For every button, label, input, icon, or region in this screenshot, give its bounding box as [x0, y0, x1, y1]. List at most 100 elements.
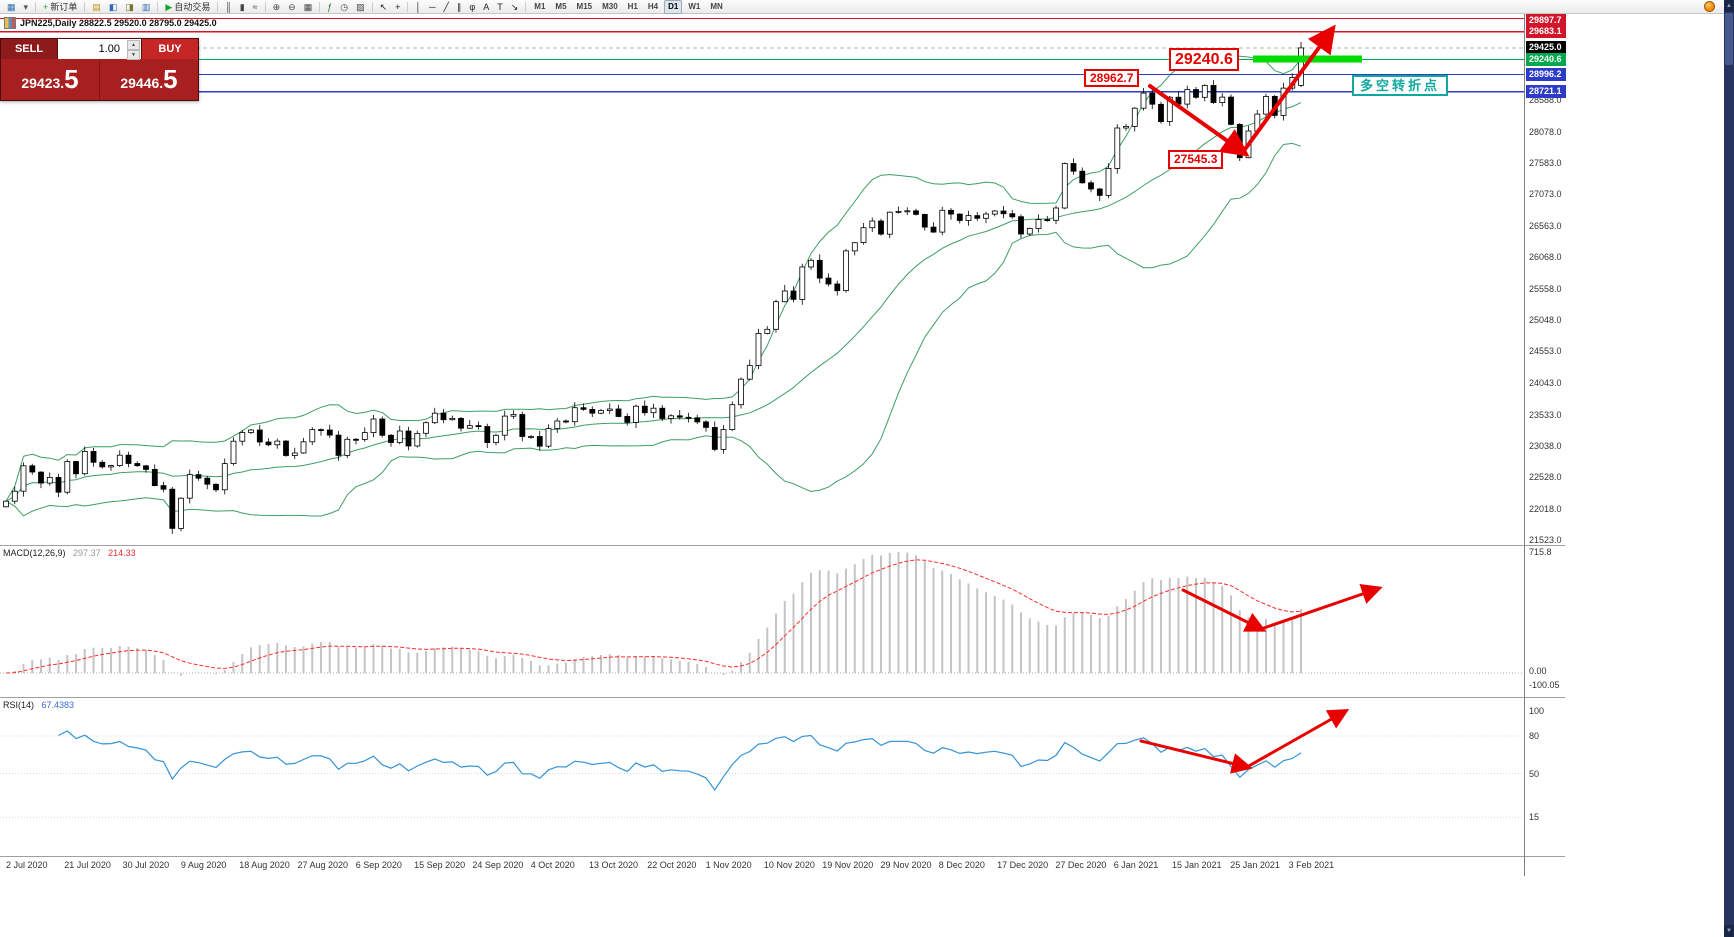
macd-main-value: 297.37 — [73, 548, 101, 558]
tile-windows-button[interactable]: ▦ — [301, 0, 316, 14]
date-label: 29 Nov 2020 — [880, 860, 932, 870]
sell-price-main: 29423. — [21, 75, 65, 91]
lot-size-input[interactable] — [58, 40, 122, 58]
timeframe-mn-button[interactable]: MN — [710, 2, 723, 11]
auto-trading-button[interactable]: ▶ 自动交易 — [162, 0, 213, 14]
price-axis[interactable]: 28588.0 28078.0 27583.0 27073.0 26563.0 26068… — [1524, 14, 1566, 876]
toolbar-separator — [217, 1, 219, 12]
price-annotation-28962[interactable]: 28962.7 — [1084, 69, 1140, 87]
panel-separator — [0, 856, 1565, 857]
chart-canvas[interactable] — [0, 0, 1524, 876]
date-label: 27 Dec 2020 — [1055, 860, 1107, 870]
rsi-scale-label: 50 — [1529, 768, 1540, 779]
price-tick-label: 22018.0 — [1529, 504, 1562, 515]
scroll-up-arrow[interactable]: ▲ — [1724, 0, 1734, 12]
horizontal-level-lines[interactable] — [0, 17, 1524, 93]
zoom-in-button[interactable]: ⊕ — [270, 0, 284, 14]
price-tick-label: 26563.0 — [1529, 221, 1562, 232]
cursor-icon: ↖ — [379, 1, 388, 12]
scroll-down-arrow[interactable]: ▼ — [1724, 925, 1734, 937]
price-tick-label: 24043.0 — [1529, 378, 1562, 389]
indicators-icon: ƒ — [327, 1, 333, 12]
time-axis[interactable]: 2 Jul 2020 21 Jul 2020 30 Jul 2020 9 Aug 20… — [0, 858, 1565, 876]
crosshair-button[interactable]: + — [392, 0, 403, 14]
profiles-button[interactable]: ▾ — [21, 0, 32, 14]
date-label: 9 Aug 2020 — [180, 860, 227, 870]
lot-increase-button[interactable]: ▲ — [127, 40, 140, 50]
panel-separator[interactable] — [0, 697, 1565, 698]
current-price-tag: 29425.0 — [1526, 41, 1566, 55]
new-order-button-label: 新订单 — [50, 2, 78, 12]
price-annotation-29240[interactable]: 29240.6 — [1169, 48, 1239, 71]
vertical-scrollbar[interactable]: ▲ ▼ — [1724, 0, 1734, 937]
toolbar-separator — [319, 1, 321, 12]
cursor-button[interactable]: ↖ — [377, 0, 391, 14]
timeframe-m1-button[interactable]: M1 — [534, 2, 546, 11]
timeframe-d1-button[interactable]: D1 — [664, 0, 683, 14]
rsi-scale-label: 80 — [1529, 731, 1540, 741]
text-button[interactable]: A — [480, 0, 492, 14]
date-label: 13 Oct 2020 — [589, 860, 639, 870]
zoom-out-button[interactable]: ⊖ — [285, 0, 299, 14]
new-chart-button[interactable]: ▦ — [4, 0, 19, 14]
price-tick-label: 23533.0 — [1529, 409, 1562, 420]
toolbar-separator — [371, 1, 373, 12]
trend-arrows[interactable] — [1139, 24, 1383, 774]
timeframe-h4-button[interactable]: H4 — [647, 2, 659, 11]
macd-indicator-label: MACD(12,26,9) 297.37 214.33 — [3, 548, 136, 558]
fibonacci-button[interactable]: φ — [466, 0, 478, 14]
connection-status-icon — [1704, 1, 1715, 12]
toolbar-separator — [525, 1, 527, 12]
data-window-button[interactable]: ◧ — [106, 0, 121, 14]
price-tick-label: 28588.0 — [1529, 95, 1562, 105]
timeframe-m5-button[interactable]: M5 — [555, 2, 567, 11]
rsi-value: 67.4383 — [41, 700, 75, 710]
tile-windows-icon: ▦ — [303, 1, 313, 12]
templates-button[interactable]: ▨ — [353, 0, 368, 14]
main-toolbar: ▦ ▾ + 新订单 ▤ ◧ ◨ ▥ ▶ 自动交易 ║ ▮ ≈ ⊕ ⊖ ▦ ƒ ◷ ▨ ↖ + │ ─ ╱ ∥ φ A T ↘ M1 M5 M1… — [0, 0, 1734, 14]
date-label: 2 Jul 2020 — [6, 860, 48, 870]
rsi-name: RSI(14) — [3, 700, 35, 710]
lot-decrease-button[interactable]: ▼ — [127, 50, 140, 60]
buy-button[interactable]: BUY — [142, 39, 198, 59]
macd-graphics — [5, 552, 1302, 676]
candlestick-chart-button[interactable]: ▮ — [237, 0, 248, 14]
buy-price-display[interactable]: 29446. 5 — [100, 59, 198, 100]
chart-title: JPN225,Daily 28822.5 29520.0 28795.0 294… — [20, 18, 217, 28]
vertical-line-button[interactable]: │ — [412, 0, 424, 14]
timeframe-m15-button[interactable]: M15 — [576, 2, 593, 11]
price-annotation-27545[interactable]: 27545.3 — [1168, 150, 1224, 169]
date-label: 17 Dec 2020 — [997, 860, 1049, 870]
line-chart-button[interactable]: ≈ — [250, 0, 261, 14]
timeframe-m30-button[interactable]: M30 — [602, 2, 618, 11]
label-button[interactable]: T — [494, 0, 506, 14]
date-label: 15 Jan 2021 — [1172, 860, 1222, 870]
scrollbar-thumb[interactable] — [1725, 13, 1733, 65]
navigator-button[interactable]: ◨ — [122, 0, 137, 14]
terminal-button[interactable]: ▥ — [139, 0, 154, 14]
turning-point-label[interactable]: 多空转折点 — [1352, 75, 1449, 96]
new-order-button[interactable]: + 新订单 — [40, 0, 80, 14]
sell-price-display[interactable]: 29423. 5 — [1, 59, 100, 100]
panel-separator[interactable] — [0, 545, 1565, 546]
date-label: 1 Nov 2020 — [705, 860, 752, 870]
macd-scale-label: 715.8 — [1529, 547, 1552, 557]
market-watch-button[interactable]: ▤ — [89, 0, 104, 14]
timeframe-h1-button[interactable]: H1 — [627, 2, 638, 11]
terminal-icon: ▥ — [141, 1, 151, 12]
toolbar-separator — [84, 1, 86, 12]
channel-button[interactable]: ∥ — [454, 0, 465, 14]
sell-button[interactable]: SELL — [1, 39, 57, 59]
indicators-button[interactable]: ƒ — [324, 0, 335, 14]
arrows-tool-button[interactable]: ↘ — [508, 0, 522, 14]
trendline-button[interactable]: ╱ — [440, 0, 451, 14]
rsi-scale-label: 100 — [1529, 706, 1545, 716]
timeframe-w1-button[interactable]: W1 — [688, 2, 701, 11]
macd-scale-label: 0.00 — [1529, 666, 1547, 676]
breakout-highlight-bar[interactable] — [1253, 55, 1362, 63]
horizontal-line-button[interactable]: ─ — [426, 0, 438, 14]
bar-chart-button[interactable]: ║ — [222, 0, 234, 14]
price-tick-label: 24553.0 — [1529, 346, 1562, 357]
periods-button[interactable]: ◷ — [337, 0, 351, 14]
